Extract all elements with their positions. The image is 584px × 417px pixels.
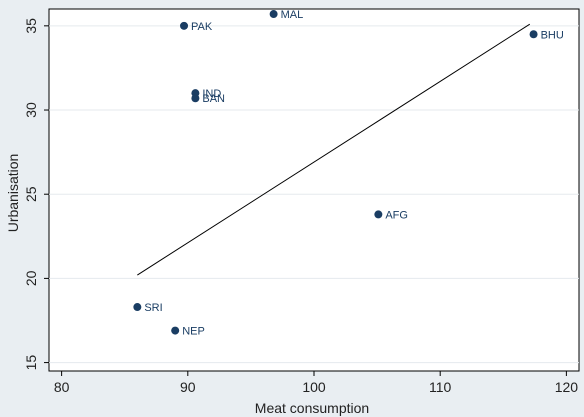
x-tick-label: 110 bbox=[429, 379, 452, 395]
axes: 15 20 25 30 35 80 90 100 110 120 bbox=[23, 18, 578, 395]
x-tick-label: 80 bbox=[54, 379, 70, 395]
y-tick-label: 25 bbox=[23, 186, 39, 202]
y-axis-title: Urbanisation bbox=[5, 154, 21, 233]
data-point bbox=[374, 210, 383, 219]
data-point bbox=[269, 10, 278, 19]
point-label: BAN bbox=[202, 93, 225, 105]
x-axis-title: Meat consumption bbox=[255, 400, 369, 416]
x-tick-label: 100 bbox=[302, 379, 326, 395]
grid-lines bbox=[49, 25, 579, 364]
y-tick-label: 15 bbox=[23, 355, 39, 371]
data-point bbox=[529, 30, 538, 39]
y-tick-label: 35 bbox=[23, 18, 39, 34]
fit-line-group bbox=[137, 23, 531, 276]
data-point bbox=[191, 94, 200, 103]
y-tick-label: 20 bbox=[23, 270, 39, 286]
point-label: AFG bbox=[385, 209, 408, 221]
point-label: SRI bbox=[144, 302, 162, 314]
data-point bbox=[133, 303, 142, 312]
point-label: PAK bbox=[191, 21, 213, 33]
fit-line bbox=[137, 23, 531, 276]
data-point bbox=[180, 21, 189, 30]
point-label: NEP bbox=[182, 326, 205, 338]
x-tick-label: 120 bbox=[555, 379, 579, 395]
x-tick-label: 90 bbox=[180, 379, 196, 395]
point-label: BHU bbox=[541, 29, 564, 41]
point-label: MAL bbox=[281, 9, 304, 21]
plot-area bbox=[48, 8, 580, 372]
data-point bbox=[171, 326, 180, 335]
y-tick-label: 30 bbox=[23, 102, 39, 118]
point-label: IND bbox=[202, 88, 221, 100]
